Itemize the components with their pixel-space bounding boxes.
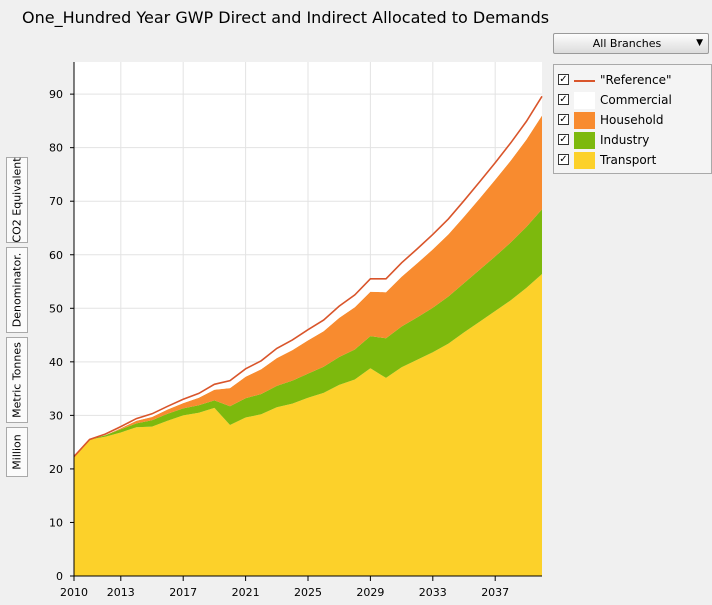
legend-label: Commercial [600, 93, 672, 107]
legend-label: "Reference" [600, 73, 672, 87]
legend-label: Transport [600, 153, 657, 167]
y-axis-tab-denominator[interactable]: Denominator. [6, 247, 28, 333]
y-tick-label: 20 [49, 463, 63, 476]
legend-swatch [574, 92, 595, 109]
x-tick-label: 2021 [232, 586, 260, 599]
axes: 0 10 20 30 40 50 60 70 80 90 2010 2013 2017 2021 2025 2… [49, 62, 542, 599]
branch-selector-dropdown[interactable]: All Branches ▼ [553, 33, 709, 54]
legend-item-reference[interactable]: ✓ "Reference" [554, 71, 712, 91]
x-tick-label: 2037 [481, 586, 509, 599]
x-tick-label: 2025 [294, 586, 322, 599]
y-axis-tab-metric-tonnes[interactable]: Metric Tonnes [6, 337, 28, 423]
legend-swatch [574, 132, 595, 149]
y-axis-tab-co2-equivalent[interactable]: CO2 Equivalent [6, 157, 28, 243]
legend-label: Industry [600, 133, 650, 147]
legend-checkbox[interactable]: ✓ [558, 134, 569, 145]
y-tick-label: 40 [49, 356, 63, 369]
legend-swatch [574, 80, 595, 82]
stacked-areas [74, 96, 542, 576]
x-tick-label: 2013 [107, 586, 135, 599]
dropdown-arrow-icon: ▼ [696, 38, 703, 48]
legend-checkbox[interactable]: ✓ [558, 154, 569, 165]
area-series-industry [74, 209, 542, 457]
y-tick-label: 60 [49, 249, 63, 262]
legend-swatch [574, 152, 595, 169]
chart-legend: ✓ "Reference" ✓ Commercial ✓ Household ✓… [553, 64, 712, 174]
legend-item-commercial[interactable]: ✓ Commercial [554, 91, 712, 111]
legend-item-household[interactable]: ✓ Household [554, 111, 712, 131]
chart-title: One_Hundred Year GWP Direct and Indirect… [22, 8, 550, 27]
x-tick-label: 2033 [419, 586, 447, 599]
legend-checkbox[interactable]: ✓ [558, 114, 569, 125]
legend-checkbox[interactable]: ✓ [558, 74, 569, 85]
x-tick-label: 2010 [60, 586, 88, 599]
y-tick-label: 30 [49, 409, 63, 422]
legend-item-transport[interactable]: ✓ Transport [554, 151, 712, 171]
y-tick-label: 90 [49, 88, 63, 101]
x-tick-label: 2017 [169, 586, 197, 599]
area-series-transport [74, 274, 542, 576]
y-tick-label: 80 [49, 142, 63, 155]
legend-item-industry[interactable]: ✓ Industry [554, 131, 712, 151]
reference-line-group [73, 95, 543, 458]
legend-label: Household [600, 113, 664, 127]
x-tick-label: 2029 [356, 586, 384, 599]
area-series-household [74, 115, 542, 457]
branch-selector-label: All Branches [592, 37, 662, 50]
legend-checkbox[interactable]: ✓ [558, 94, 569, 105]
y-tick-label: 70 [49, 195, 63, 208]
y-tick-label: 50 [49, 302, 63, 315]
y-tick-label: 0 [56, 570, 63, 583]
y-axis-tab-million[interactable]: Million [6, 427, 28, 477]
reference-series-line [73, 95, 543, 458]
y-tick-label: 10 [49, 516, 63, 529]
legend-swatch [574, 112, 595, 129]
